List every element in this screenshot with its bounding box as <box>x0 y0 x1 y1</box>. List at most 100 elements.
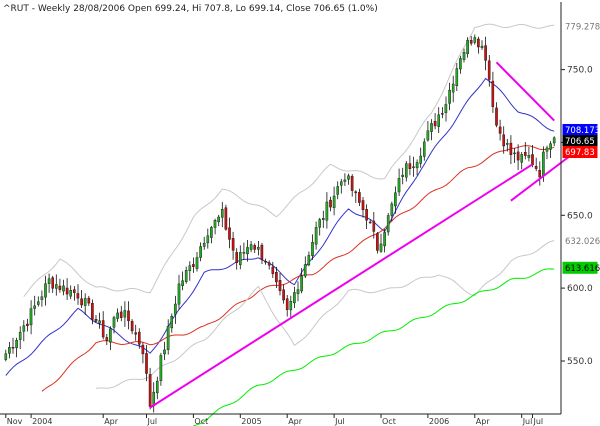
x-tick-label: Apr <box>288 417 303 426</box>
candle-up <box>188 265 192 272</box>
candle-down <box>91 303 94 320</box>
candle-down <box>267 262 271 266</box>
candle-up <box>462 52 466 60</box>
x-tick-label: Oct <box>194 417 208 426</box>
candle-up <box>33 305 36 309</box>
candle-down <box>72 289 76 293</box>
candle-up <box>444 104 448 113</box>
candle-up <box>174 303 177 315</box>
candle-up <box>15 340 18 349</box>
candle-up <box>4 353 8 360</box>
candle-up <box>318 219 322 228</box>
x-axis: Nov 2004 Apr Jul Oct 2005 Apr Jul Oct 2006 Apr Jul J… <box>5 414 543 426</box>
candle-up <box>527 154 531 158</box>
price-tag-label: 779.278 <box>565 22 600 32</box>
price-tag-label: 613.616 <box>565 264 600 274</box>
candle-up <box>112 317 116 328</box>
candle-up <box>170 316 174 329</box>
candle-down <box>509 142 513 155</box>
candle-up <box>401 174 404 177</box>
candle-down <box>282 289 285 301</box>
candle-down <box>76 293 80 299</box>
candle-up <box>44 283 47 298</box>
candle-up <box>195 257 199 269</box>
candle-up <box>426 130 430 141</box>
candle-up <box>506 143 509 145</box>
candles-layer <box>4 34 556 413</box>
candle-up <box>340 181 343 186</box>
candle-down <box>285 298 289 310</box>
candle-down <box>531 154 534 166</box>
candle-up <box>217 216 220 223</box>
trendlines-layer <box>149 61 570 409</box>
candle-up <box>109 328 112 343</box>
candle-down <box>361 200 365 211</box>
candle-down <box>141 344 145 355</box>
candle-up <box>257 246 260 250</box>
x-tick-label: 2005 <box>241 417 261 426</box>
y-tick-label: 600.0 <box>567 284 593 294</box>
candle-up <box>22 325 26 332</box>
candle-up <box>249 244 253 250</box>
candle-down <box>192 264 195 267</box>
candle-down <box>94 319 98 322</box>
candle-down <box>264 261 267 263</box>
y-tick-label: 650.0 <box>567 211 593 221</box>
x-tick-label: Apr <box>476 417 491 426</box>
candle-up <box>300 275 303 292</box>
candle-up <box>83 298 87 306</box>
candle-down <box>228 227 231 240</box>
indicators-layer <box>5 23 555 426</box>
candle-up <box>289 301 293 311</box>
candle-up <box>246 247 249 255</box>
candle-up <box>451 83 455 93</box>
candle-up <box>325 201 329 221</box>
candle-down <box>137 331 141 345</box>
candle-down <box>26 323 29 326</box>
candle-down <box>498 126 502 134</box>
candle-down <box>80 298 83 306</box>
candle-up <box>343 179 347 182</box>
candle-down <box>491 80 495 107</box>
candle-down <box>253 245 257 250</box>
candle-down <box>477 38 480 48</box>
candle-up <box>210 227 213 238</box>
candle-up <box>480 45 484 48</box>
candle-up <box>159 355 163 381</box>
trendline <box>495 61 555 122</box>
indicator-line <box>23 23 555 298</box>
candle-down <box>358 192 361 203</box>
candle-up <box>412 166 415 168</box>
candle-up <box>40 296 44 300</box>
candle-up <box>311 241 314 256</box>
candle-down <box>231 238 235 251</box>
candle-up <box>347 175 350 180</box>
candle-up <box>202 242 206 247</box>
candle-down <box>516 151 520 161</box>
candle-down <box>408 163 412 169</box>
candle-down <box>372 220 376 232</box>
candle-up <box>29 308 33 326</box>
candle-down <box>487 60 491 80</box>
candle-up <box>459 58 462 70</box>
candle-up <box>386 215 390 233</box>
candle-down <box>105 337 109 341</box>
candle-up <box>513 152 516 155</box>
candle-down <box>235 252 239 263</box>
candle-up <box>166 325 170 350</box>
candle-down <box>365 209 368 221</box>
candle-up <box>181 280 184 286</box>
candle-up <box>394 192 397 207</box>
candle-down <box>127 310 130 322</box>
indicator-line <box>5 77 555 376</box>
price-tag-label: 632.026 <box>565 237 600 247</box>
candle-up <box>520 154 523 163</box>
candle-up <box>293 292 296 304</box>
candle-up <box>405 163 408 178</box>
candle-down <box>469 40 473 44</box>
y-tick-label: 550.0 <box>567 357 593 367</box>
candle-down <box>278 280 282 291</box>
candle-down <box>130 321 134 332</box>
candle-down <box>484 45 487 61</box>
